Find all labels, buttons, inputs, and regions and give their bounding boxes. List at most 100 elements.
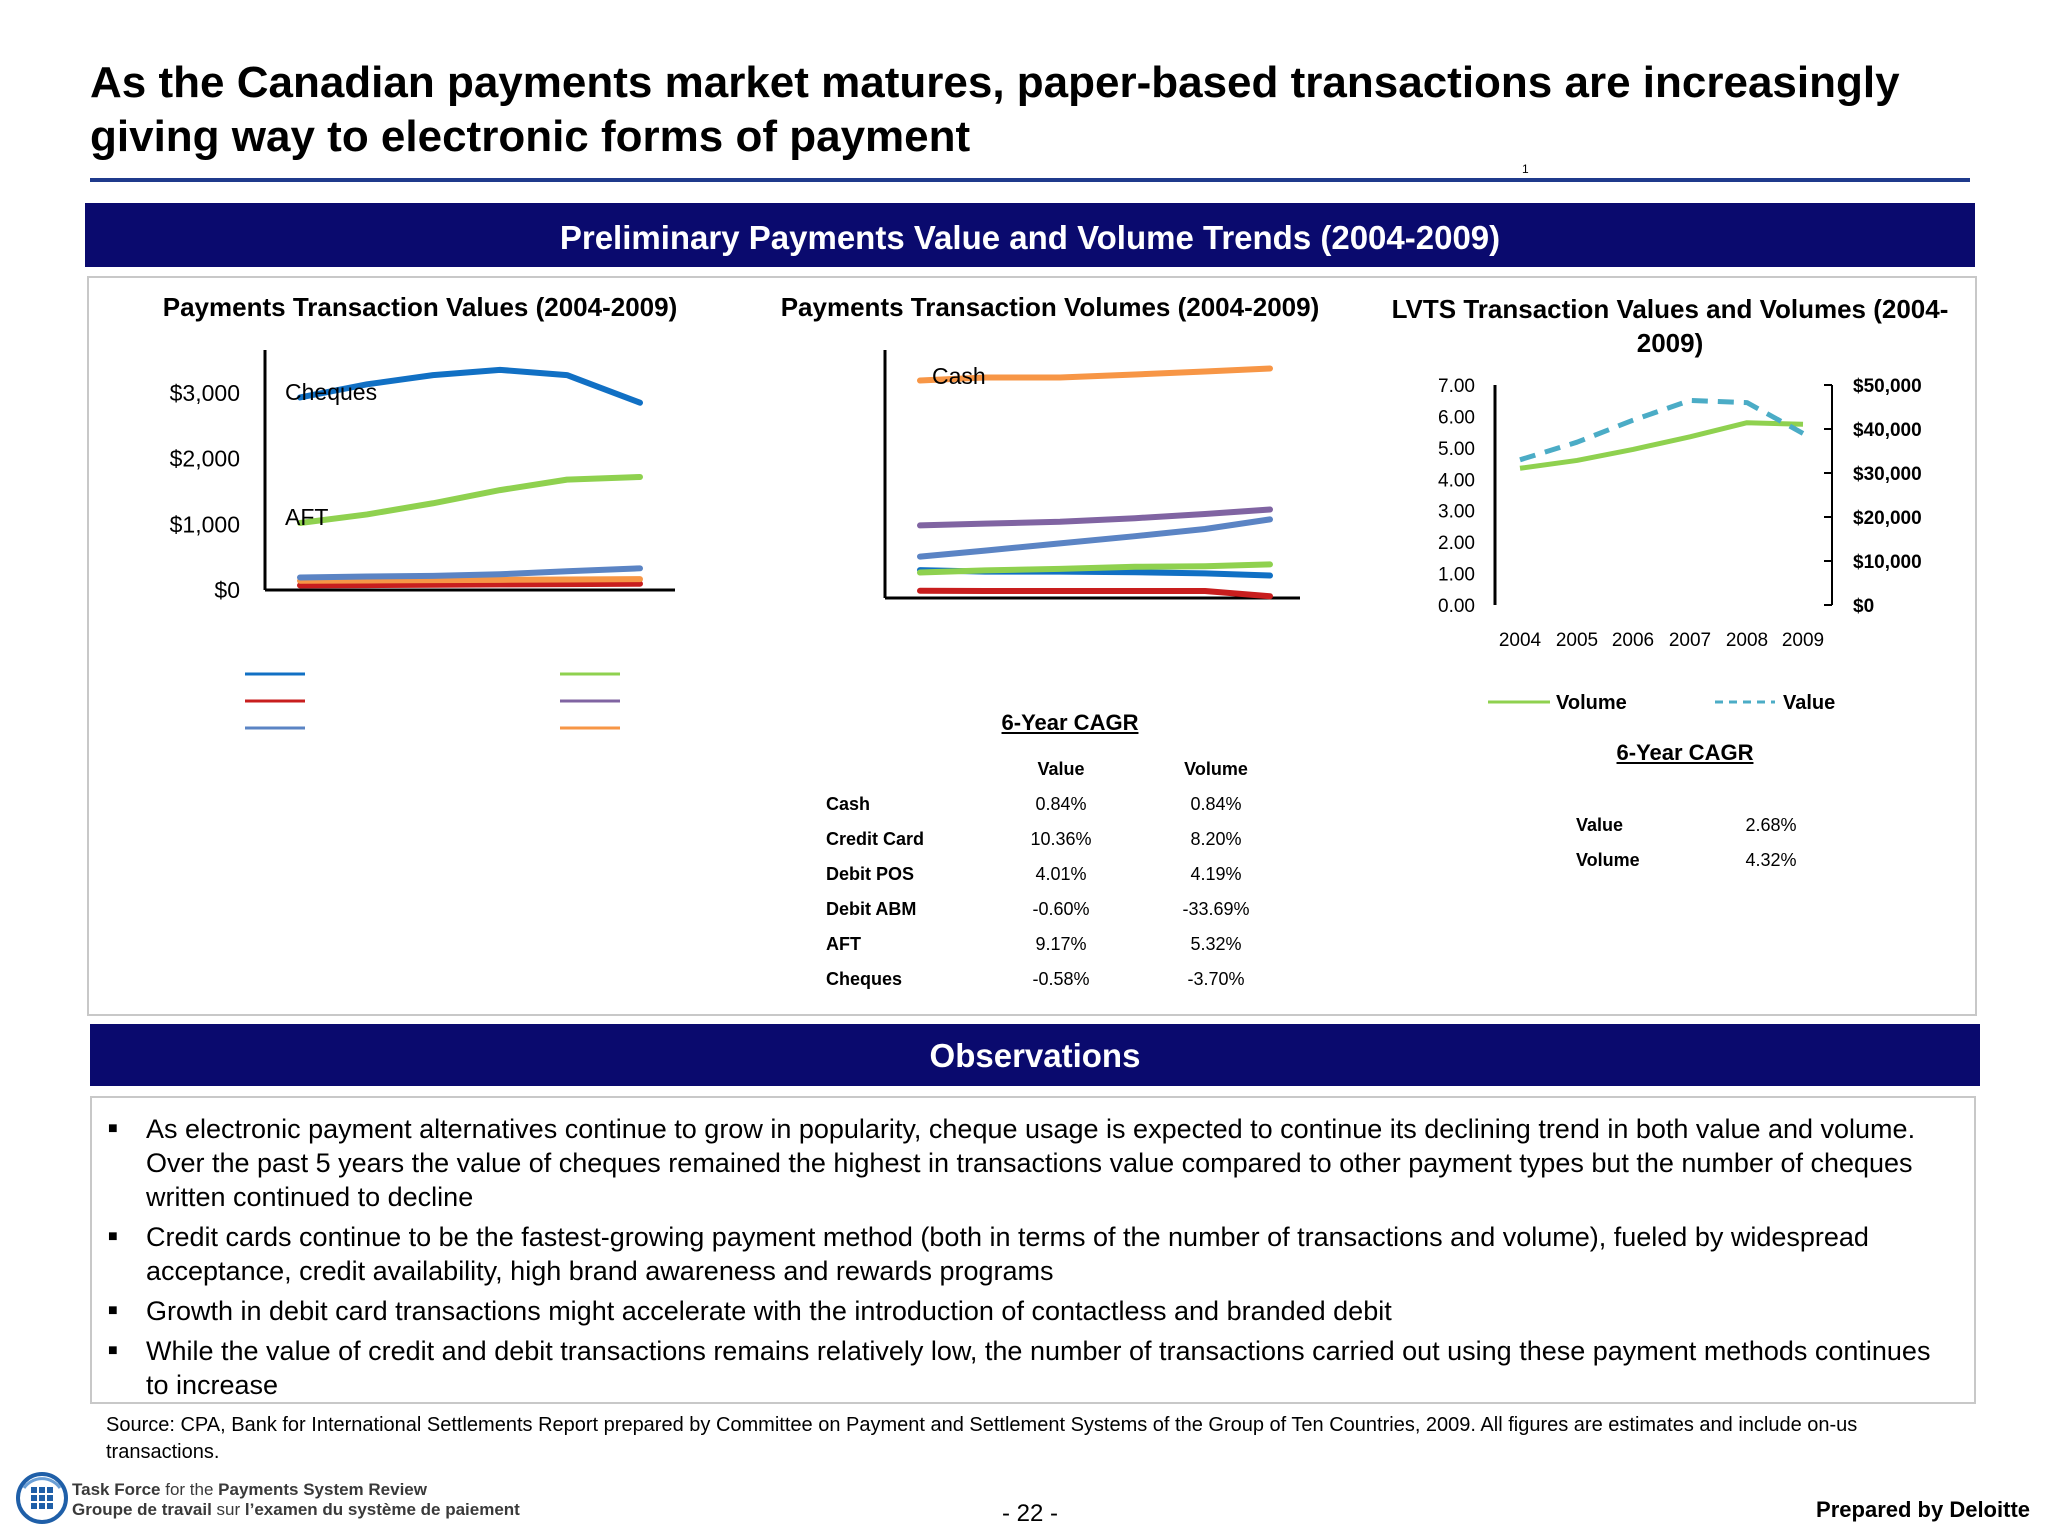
legend-label-value: Value <box>1783 692 1835 714</box>
page-number: - 22 - <box>1001 1500 1058 1527</box>
observation-text: Credit cards continue to be the fastest-… <box>146 1222 1869 1286</box>
footnote-marker: 1 <box>1522 162 1529 176</box>
x-tick-label: 2008 <box>1726 630 1768 651</box>
series-line-cash <box>917 365 1273 384</box>
task-force-logo: Task Force for the Payments System Revie… <box>14 1468 534 1528</box>
table-row: Volume 4.32% <box>1576 843 1816 878</box>
series-line-cash <box>297 576 643 584</box>
series-line-aft <box>917 561 1273 576</box>
bullet-icon: ■ <box>108 1120 118 1137</box>
x-tick-label: 2009 <box>1782 630 1824 651</box>
left-y-tick-label: 4.00 <box>1438 470 1475 491</box>
cagr-row-value: -0.60% <box>1032 899 1090 919</box>
list-item: ■ Growth in debit card transactions might… <box>100 1294 1954 1328</box>
cagr-lvts-title: 6-Year CAGR <box>1616 740 1754 765</box>
cagr-row-label: AFT <box>826 934 861 954</box>
cagr-row-label: Debit ABM <box>826 899 917 919</box>
slide-title: As the Canadian payments market matures,… <box>90 58 1900 161</box>
cagr-header-value: Value <box>1037 759 1085 779</box>
cagr-row-label: Cheques <box>826 969 903 989</box>
right-y-tick-label: $40,000 <box>1853 420 1922 441</box>
right-y-tick-label: $30,000 <box>1853 464 1922 485</box>
table-row: Value 2.68% <box>1576 808 1816 843</box>
observation-text: While the value of credit and debit tran… <box>146 1336 1931 1400</box>
left-y-tick-label: 6.00 <box>1438 407 1475 428</box>
observation-text: As electronic payment alternatives conti… <box>146 1114 1916 1212</box>
cagr-row-value: 0.84% <box>1035 794 1087 814</box>
bullet-icon: ■ <box>108 1342 118 1359</box>
chart2-title: Payments Transaction Volumes (2004-2009) <box>780 292 1320 322</box>
series-line-cheques <box>297 366 643 406</box>
chart-transaction-volumes: Cash <box>883 350 1300 600</box>
y-tick-label: $0 <box>214 577 240 603</box>
logo-text: Task Force for the Payments System Revie… <box>72 1480 520 1519</box>
table-row: Debit POS 4.01% 4.19% <box>826 857 1296 892</box>
legend-label-volume: Volume <box>1556 692 1627 714</box>
cagr-main-title: 6-Year CAGR <box>1001 710 1139 735</box>
bullet-icon: ■ <box>108 1228 118 1245</box>
right-y-tick-label: $0 <box>1853 596 1874 617</box>
table-row: Debit ABM -0.60% -33.69% <box>826 892 1296 927</box>
right-y-tick-label: $10,000 <box>1853 552 1922 573</box>
cagr-row-label: Credit Card <box>826 829 925 849</box>
cagr-row-label: Debit POS <box>826 864 915 884</box>
chart1-title: Payments Transaction Values (2004-2009) <box>162 292 678 322</box>
chart-lvts: 0.00 1.00 2.00 3.00 4.00 5.00 6.00 7.00 $0 $10,00… <box>1438 376 1922 714</box>
cagr-lvts-label: Value <box>1576 815 1624 835</box>
x-tick-label: 2006 <box>1612 630 1654 651</box>
series-line-credit_card <box>917 587 1273 600</box>
charts-panel <box>87 276 1977 1016</box>
observations-box: ■ As electronic payment alternatives cont… <box>90 1096 1976 1404</box>
cagr-row-volume: 8.20% <box>1190 829 1242 849</box>
left-y-tick-label: 3.00 <box>1438 502 1475 523</box>
left-y-tick-label: 0.00 <box>1438 596 1475 617</box>
logo-mark-icon <box>16 1472 68 1524</box>
y-tick-label: $2,000 <box>170 446 240 472</box>
series-label-cash: Cash <box>932 363 986 389</box>
right-y-tick-label: $50,000 <box>1853 376 1922 397</box>
series-line-debit_pos <box>917 516 1273 560</box>
cagr-header-volume: Volume <box>1184 759 1248 779</box>
x-tick-label: 2005 <box>1556 630 1598 651</box>
series-line-volume <box>1519 420 1804 471</box>
cagr-lvts-label: Volume <box>1576 850 1640 870</box>
table-row: Cash 0.84% 0.84% <box>826 787 1296 822</box>
left-y-tick-label: 7.00 <box>1438 376 1475 397</box>
source-note: Source: CPA, Bank for International Sett… <box>106 1414 1858 1463</box>
cagr-lvts-value: 4.32% <box>1745 850 1797 870</box>
cagr-row-value: -0.58% <box>1032 969 1090 989</box>
cagr-row-value: 9.17% <box>1035 934 1087 954</box>
left-y-tick-label: 5.00 <box>1438 439 1475 460</box>
table-row: AFT 9.17% 5.32% <box>826 927 1296 962</box>
list-item: ■ Credit cards continue to be the fastest… <box>100 1220 1954 1288</box>
cagr-row-volume: -33.69% <box>1182 899 1250 919</box>
left-y-tick-label: 2.00 <box>1438 533 1475 554</box>
cagr-row-label: Cash <box>826 794 871 814</box>
list-item: ■ As electronic payment alternatives cont… <box>100 1112 1954 1214</box>
cagr-lvts-table: Value 2.68% Volume 4.32% <box>1576 808 1816 878</box>
cagr-row-value: 4.01% <box>1035 864 1087 884</box>
table-row: Credit Card 10.36% 8.20% <box>826 822 1296 857</box>
right-y-tick-label: $20,000 <box>1853 508 1922 529</box>
cagr-lvts-value: 2.68% <box>1745 815 1797 835</box>
cagr-row-volume: 0.84% <box>1190 794 1242 814</box>
list-item: ■ While the value of credit and debit tra… <box>100 1334 1954 1402</box>
bullet-icon: ■ <box>108 1302 118 1319</box>
series-line-debit_pos <box>297 565 643 581</box>
series-line-credit_card <box>297 580 643 589</box>
chart3-title: LVTS Transaction Values and Volumes (200… <box>1391 294 1949 358</box>
series-label-aft: AFT <box>285 504 328 530</box>
x-tick-label: 2004 <box>1499 630 1542 651</box>
observations-list: ■ As electronic payment alternatives cont… <box>92 1098 1974 1402</box>
cagr-row-volume: 4.19% <box>1190 864 1242 884</box>
cagr-row-volume: 5.32% <box>1190 934 1242 954</box>
table-row: Cheques -0.58% -3.70% <box>826 962 1296 997</box>
cagr-row-volume: -3.70% <box>1187 969 1245 989</box>
cagr-header-row: Value Volume <box>826 752 1296 787</box>
prepared-by: Prepared by Deloitte <box>1816 1497 2030 1522</box>
series-label-cheques: Cheques <box>285 379 377 405</box>
cagr-main-table: Value Volume Cash 0.84% 0.84% Credit Car… <box>826 752 1296 997</box>
x-tick-label: 2007 <box>1669 630 1711 651</box>
series-line-value <box>1519 397 1805 463</box>
y-tick-label: $1,000 <box>170 511 240 537</box>
